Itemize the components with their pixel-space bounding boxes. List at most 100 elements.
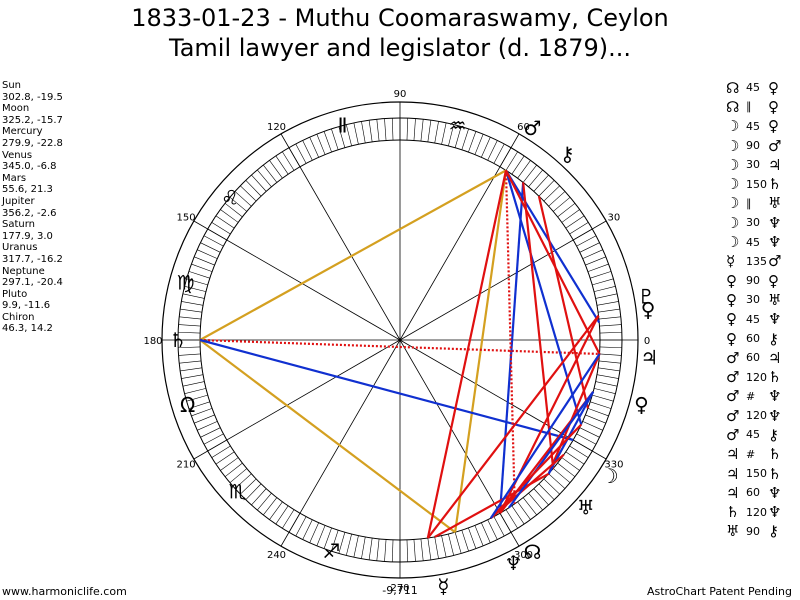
- degree-tick: [211, 222, 231, 235]
- aspect-row: ♀ 60 ⚷: [726, 329, 800, 348]
- aspect-angle: 45: [746, 119, 760, 133]
- aspect-planet-b: ♆: [768, 310, 782, 329]
- aspect-angle: 60: [746, 332, 760, 345]
- degree-tick: [593, 286, 616, 292]
- degree-tick: [323, 131, 332, 153]
- degree-label-90: 90: [394, 89, 407, 100]
- aspect-planet-b: ♃: [768, 348, 782, 367]
- degree-tick: [561, 457, 580, 471]
- degree-tick: [427, 538, 432, 560]
- degree-tick: [582, 249, 603, 259]
- degree-tick: [323, 527, 332, 549]
- degree-tick: [599, 331, 622, 334]
- degree-tick: [441, 535, 447, 558]
- aspect-planet-a: ♀: [726, 310, 737, 329]
- degree-tick: [178, 324, 201, 327]
- aspect-planet-a: ☽: [726, 155, 740, 174]
- planet-glyph: ☽: [601, 464, 619, 488]
- planet-name-pluto: Pluto: [2, 288, 28, 300]
- degree-tick: [282, 509, 295, 529]
- degree-tick: [269, 501, 283, 520]
- aspect-row: ☽ 30 ♃: [726, 155, 800, 174]
- degree-tick: [179, 360, 202, 364]
- degree-tick: [434, 536, 439, 559]
- aspect-planet-b: ♂: [768, 252, 782, 271]
- sign-glyph: Ω: [180, 393, 195, 417]
- degree-tick: [517, 160, 531, 179]
- aspect-planet-a: ☽: [726, 194, 740, 213]
- degree-tick: [538, 180, 555, 197]
- degree-tick: [543, 478, 560, 495]
- aspect-line: [522, 182, 555, 469]
- degree-label-60: 60: [517, 122, 530, 133]
- degree-tick: [596, 374, 619, 379]
- degree-tick: [391, 118, 394, 141]
- degree-tick: [543, 185, 560, 202]
- degree-tick: [368, 120, 373, 142]
- degree-tick: [493, 516, 505, 537]
- degree-label-270: 270: [390, 583, 409, 594]
- degree-tick: [406, 539, 409, 562]
- degree-tick: [245, 483, 262, 500]
- planet-position-neptune: 297.1, -20.4: [2, 277, 63, 289]
- degree-tick: [269, 160, 283, 179]
- degree-tick: [275, 505, 289, 525]
- aspect-planet-b: ♆: [768, 387, 782, 406]
- aspect-planet-a: ♃: [726, 445, 740, 464]
- degree-tick: [528, 169, 543, 187]
- aspect-angle: 45: [746, 428, 760, 442]
- degree-tick: [338, 126, 346, 148]
- degree-tick: [582, 421, 603, 431]
- degree-tick: [538, 483, 555, 500]
- degree-tick: [338, 532, 346, 554]
- aspect-line: [199, 338, 600, 356]
- aspect-line: [504, 170, 583, 425]
- planet-glyph: ♂: [524, 116, 542, 140]
- aspect-planet-a: ♄: [726, 503, 740, 522]
- degree-tick: [309, 522, 319, 543]
- degree-tick: [353, 122, 359, 145]
- degree-tick: [595, 381, 618, 387]
- aspect-row: ♄ 120 ♆: [726, 503, 800, 522]
- aspect-angle: 45: [746, 81, 760, 95]
- sign-glyph: ♌: [221, 185, 239, 209]
- aspect-row: ☽ ∥ ♅: [726, 194, 800, 213]
- degree-tick: [427, 120, 432, 142]
- aspect-planet-a: ♂: [726, 387, 740, 406]
- aspect-planet-b: ♀: [768, 97, 779, 116]
- sign-glyph: ♏: [229, 479, 247, 503]
- planet-position-chiron: 46.3, 14.2: [2, 323, 53, 335]
- degree-tick: [197, 421, 218, 431]
- aspect-angle: 90: [746, 139, 760, 153]
- aspect-planet-a: ♂: [726, 425, 740, 444]
- aspect-planet-b: ♄: [768, 368, 782, 387]
- degree-tick: [406, 118, 409, 141]
- degree-tick: [181, 301, 204, 306]
- degree-tick: [188, 271, 210, 279]
- bottom-value-label: -9,711: [382, 584, 417, 597]
- degree-tick: [533, 488, 549, 506]
- aspect-angle: 120: [746, 370, 767, 384]
- degree-tick: [257, 493, 272, 511]
- aspect-planet-a: ♂: [726, 368, 740, 387]
- footer-website[interactable]: www.harmoniclife.com: [2, 585, 127, 598]
- degree-tick: [245, 180, 262, 197]
- aspect-line: [199, 169, 507, 341]
- wheel-spokes: [162, 102, 638, 578]
- wheel-labels: 0 30 60 90 120 150 180 210 240 270 300 330 -9,711 ♒ Ⅱ ♌…: [143, 89, 658, 598]
- degree-tick: [587, 408, 609, 417]
- degree-tick: [585, 414, 606, 424]
- degree-tick: [505, 509, 518, 529]
- aspect-line: [547, 353, 601, 475]
- degree-tick: [441, 122, 447, 145]
- aspect-row: ☿ 135 ♂: [726, 252, 800, 271]
- aspect-row: ♀ 90 ♀: [726, 271, 800, 290]
- planet-glyph: ♃: [640, 345, 658, 369]
- degree-tick: [517, 501, 531, 520]
- degree-tick: [178, 331, 201, 334]
- degree-tick: [295, 143, 307, 164]
- planet-position-mercury: 279.9, -22.8: [2, 137, 63, 149]
- aspect-angle: 45: [746, 312, 760, 326]
- aspect-planet-a: ♂: [726, 406, 740, 425]
- degree-tick: [461, 530, 469, 552]
